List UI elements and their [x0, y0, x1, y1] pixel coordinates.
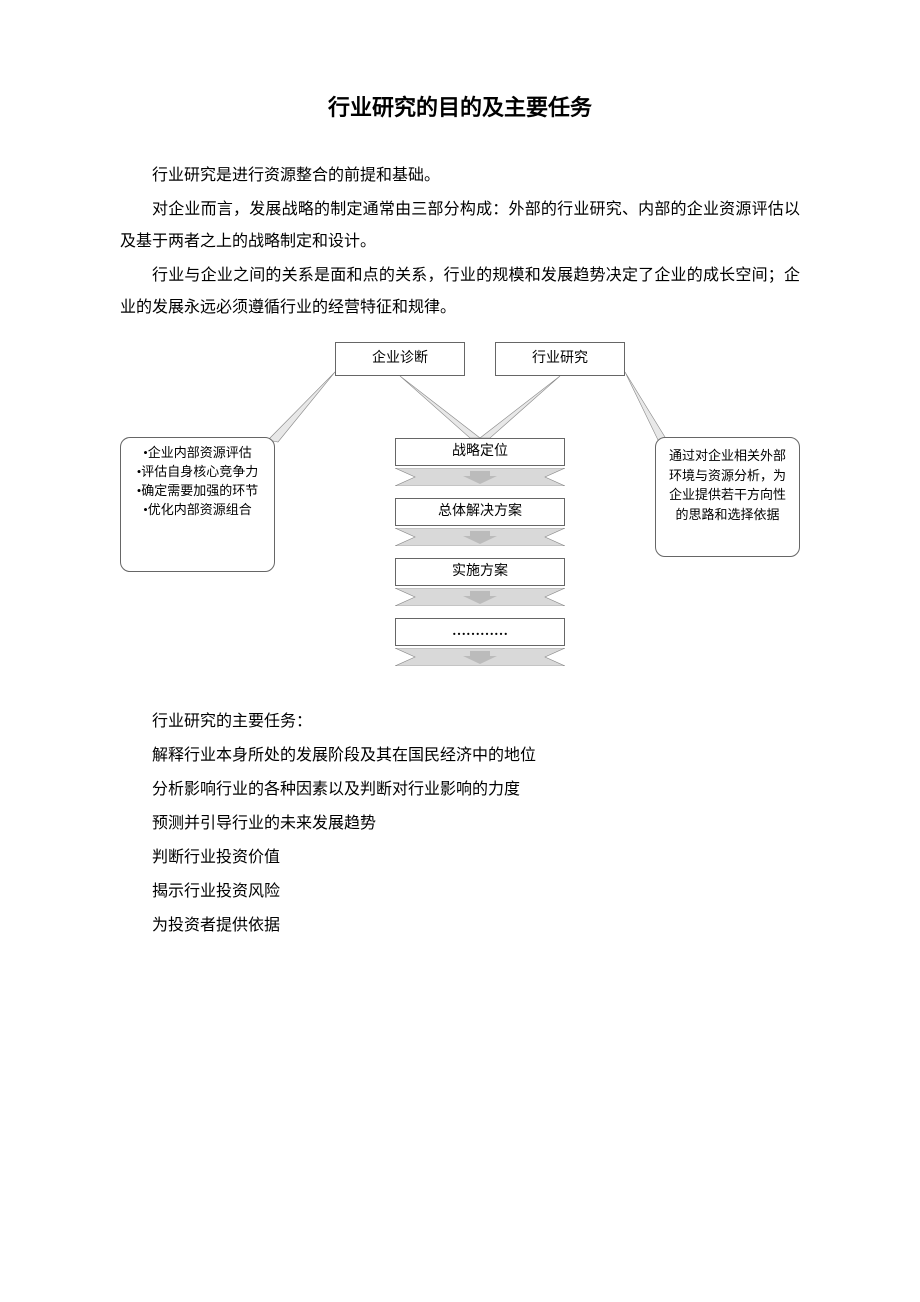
flow-arrow-4	[395, 648, 565, 666]
callout-left-line: •企业内部资源评估	[129, 444, 266, 463]
flow-box-top-right: 行业研究	[495, 342, 625, 376]
task-item: 预测并引导行业的未来发展趋势	[120, 808, 800, 840]
task-item: 为投资者提供依据	[120, 910, 800, 942]
task-item: 解释行业本身所处的发展阶段及其在国民经济中的地位	[120, 740, 800, 772]
flow-arrow-2	[395, 528, 565, 546]
callout-right: 通过对企业相关外部环境与资源分析，为企业提供若干方向性的思路和选择依据	[655, 437, 800, 557]
tasks-section: 行业研究的主要任务： 解释行业本身所处的发展阶段及其在国民经济中的地位 分析影响…	[120, 706, 800, 942]
flow-box-top-left: 企业诊断	[335, 342, 465, 376]
strategy-flowchart: 企业诊断 行业研究 •企业内部资源评估 •评估自身核心竞争力 •确定需要加强的环…	[120, 342, 800, 682]
flow-box-center-1: 战略定位	[395, 438, 565, 466]
paragraph-3: 行业与企业之间的关系是面和点的关系，行业的规模和发展趋势决定了企业的成长空间；企…	[120, 260, 800, 324]
flow-box-center-3: 实施方案	[395, 558, 565, 586]
paragraph-1: 行业研究是进行资源整合的前提和基础。	[120, 160, 800, 192]
task-item: 判断行业投资价值	[120, 842, 800, 874]
callout-left: •企业内部资源评估 •评估自身核心竞争力 •确定需要加强的环节 •优化内部资源组…	[120, 437, 275, 572]
flow-box-center-2: 总体解决方案	[395, 498, 565, 526]
page-title: 行业研究的目的及主要任务	[120, 90, 800, 122]
callout-left-line: •评估自身核心竞争力	[129, 463, 266, 482]
flow-arrow-3	[395, 588, 565, 606]
tasks-heading: 行业研究的主要任务：	[120, 706, 800, 738]
task-item: 揭示行业投资风险	[120, 876, 800, 908]
paragraph-2: 对企业而言，发展战略的制定通常由三部分构成：外部的行业研究、内部的企业资源评估以…	[120, 194, 800, 258]
flow-arrow-1	[395, 468, 565, 486]
callout-left-line: •优化内部资源组合	[129, 501, 266, 520]
callout-left-line: •确定需要加强的环节	[129, 482, 266, 501]
flow-box-center-4: …………	[395, 618, 565, 646]
task-item: 分析影响行业的各种因素以及判断对行业影响的力度	[120, 774, 800, 806]
